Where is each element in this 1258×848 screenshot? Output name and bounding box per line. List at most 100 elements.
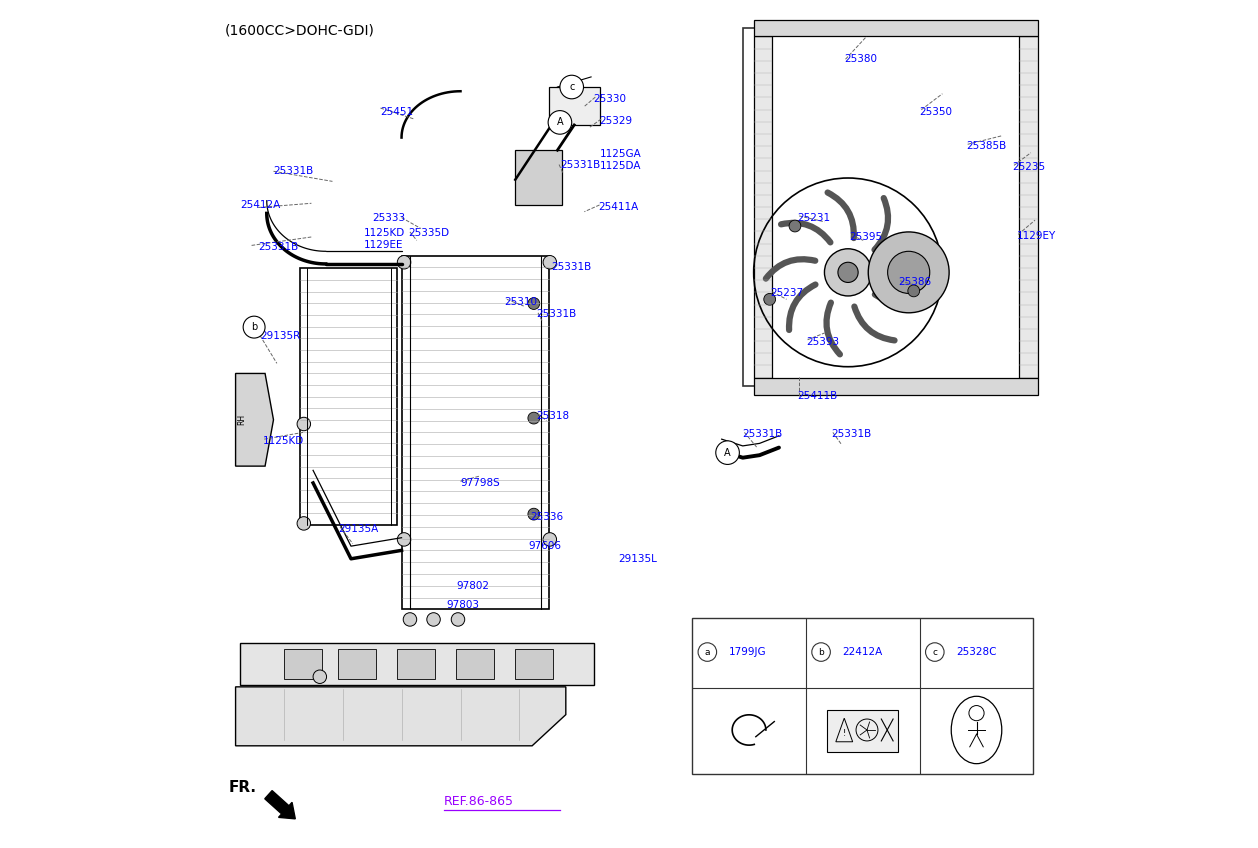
Text: 97802: 97802 [457,581,489,591]
Circle shape [838,262,858,282]
Text: 22412A: 22412A [842,647,882,657]
Circle shape [811,643,830,661]
FancyArrow shape [264,790,296,819]
Circle shape [243,316,265,338]
Bar [457,649,494,679]
Bar [742,28,1038,386]
Text: 97803: 97803 [447,600,479,610]
Text: 25329: 25329 [600,115,633,126]
Text: 25331B: 25331B [536,310,576,320]
Bar [301,268,398,525]
Text: 1799JG: 1799JG [728,647,766,657]
Text: 25331B: 25331B [551,262,591,272]
Text: 25331B: 25331B [560,159,600,170]
Bar [754,377,1038,394]
Circle shape [398,533,411,546]
Text: 25331B: 25331B [273,166,313,176]
Text: b: b [252,322,257,332]
Text: 29135L: 29135L [618,554,657,564]
FancyArrowPatch shape [789,285,815,330]
Text: 25412A: 25412A [240,200,281,210]
Bar [338,649,376,679]
Text: 25235: 25235 [1013,162,1045,172]
Text: 25380: 25380 [844,54,877,64]
Text: 25231: 25231 [798,213,830,223]
Text: 25411A: 25411A [598,203,638,213]
Text: 25310: 25310 [504,297,537,307]
Circle shape [543,255,556,269]
Bar [754,20,1038,36]
Text: c: c [569,82,575,92]
Text: 1125KD: 1125KD [364,228,405,237]
Text: 25333: 25333 [372,213,405,223]
FancyArrowPatch shape [827,303,840,354]
FancyArrowPatch shape [828,192,854,238]
Text: 25393: 25393 [806,338,839,348]
Text: 25451: 25451 [380,108,414,117]
Bar [828,710,898,752]
Circle shape [789,220,801,232]
Bar [516,649,554,679]
Circle shape [543,533,556,546]
Polygon shape [235,687,566,745]
Text: 25386: 25386 [898,277,932,287]
Text: 25328C: 25328C [956,647,996,657]
Text: (1600CC>DOHC-GDI): (1600CC>DOHC-GDI) [225,24,375,38]
Text: !: ! [843,728,845,738]
Circle shape [888,251,930,293]
Polygon shape [235,373,273,466]
Circle shape [398,255,411,269]
FancyArrowPatch shape [874,294,927,303]
Bar [516,150,561,205]
Circle shape [297,516,311,530]
Bar [283,649,322,679]
FancyArrowPatch shape [854,307,894,340]
Text: 1125GA: 1125GA [600,149,642,159]
Circle shape [528,508,540,520]
Text: 1129EE: 1129EE [364,239,403,249]
Bar [692,617,1033,773]
Circle shape [528,412,540,424]
Text: 29135A: 29135A [338,524,379,534]
Circle shape [528,298,540,310]
Text: 25237: 25237 [771,288,804,298]
Text: 1125DA: 1125DA [600,161,642,171]
Circle shape [548,110,571,134]
Circle shape [313,670,327,683]
Text: a: a [704,648,710,656]
Text: A: A [556,117,564,127]
Circle shape [404,613,416,626]
Text: RH: RH [237,414,247,426]
Circle shape [560,75,584,99]
Circle shape [716,441,740,465]
Text: FR.: FR. [229,780,257,795]
Bar [548,87,600,125]
Text: 25318: 25318 [536,410,570,421]
Text: 25411B: 25411B [798,391,838,401]
Text: A: A [725,448,731,458]
Circle shape [868,232,949,313]
Text: 25336: 25336 [531,511,564,522]
FancyArrowPatch shape [883,238,923,272]
Text: 29135R: 29135R [260,331,301,341]
Circle shape [926,643,944,661]
Text: 1129EY: 1129EY [1016,232,1055,241]
Bar [240,643,594,685]
Text: 25331B: 25331B [258,242,298,252]
FancyArrowPatch shape [766,259,815,279]
Text: 25385B: 25385B [966,141,1006,151]
FancyArrowPatch shape [781,223,830,243]
Text: 25330: 25330 [594,94,626,103]
Circle shape [452,613,464,626]
Text: 25335D: 25335D [409,228,449,237]
Text: REF.86-865: REF.86-865 [444,795,513,808]
FancyArrowPatch shape [874,198,888,250]
Text: 97606: 97606 [528,541,561,551]
Circle shape [764,293,776,305]
Circle shape [698,643,717,661]
Text: 25350: 25350 [920,108,952,117]
Text: b: b [818,648,824,656]
Text: 25395: 25395 [849,232,883,242]
Bar [401,255,548,610]
Bar [398,649,435,679]
